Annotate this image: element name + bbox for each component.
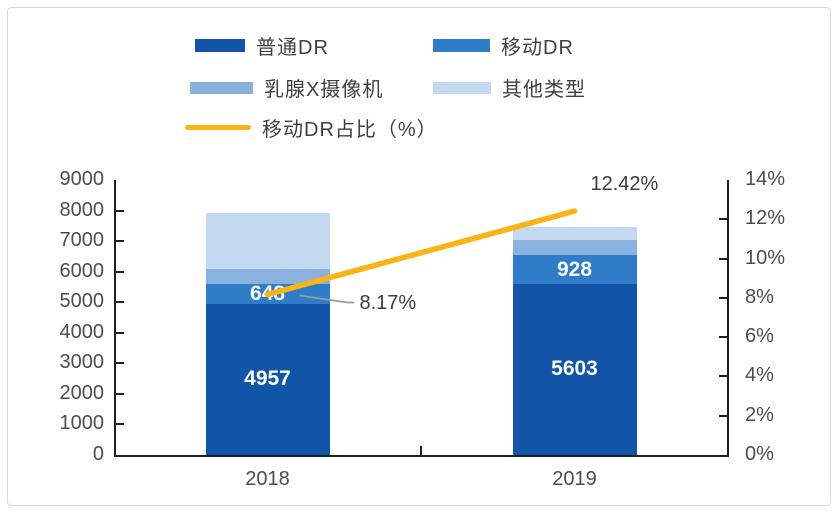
bar-segment-2018-s3 [205,212,330,269]
bar-segment-2019-s2 [512,239,637,256]
legend-label-qita: 其他类型 [502,79,586,101]
bar-value-label: 5603 [551,357,598,381]
y-axis-left-tick [116,209,124,212]
legend-label-trend-line: 移动DR占比（%） [262,119,438,141]
y-axis-right-tick [719,218,727,221]
y-axis-left-tick-label: 9000 [59,168,105,190]
y-axis-left-tick [116,423,124,426]
y-axis-left-tick-label: 7000 [59,229,105,252]
y-axis-right-tick [719,257,727,260]
bar-segment-2018-s1: 648 [205,281,330,305]
legend-swatch-yidong-dr [433,39,490,52]
y-axis-left-tick-label: 3000 [59,351,105,374]
bar-value-label: 648 [249,281,286,305]
y-axis-right-tick-label: 2% [745,403,774,426]
legend-item-ruxian: 乳腺X摄像机 [190,73,383,102]
legend-swatch-ruxian [190,81,253,94]
x-axis-tick [420,446,422,456]
bar-segment-2019-s0: 5603 [512,283,637,455]
y-axis-left-tick-label: 1000 [59,412,105,435]
y-axis-left-tick-label: 8000 [59,198,105,221]
y-axis-right-tick [719,336,727,339]
bar-segment-2018-s2 [205,268,330,284]
bar-segment-2019-s1: 928 [512,255,637,284]
y-axis-left-tick-label: 5000 [59,290,105,313]
y-axis-left-tick-label: 4000 [59,320,105,343]
legend-item-trend-line: 移动DR占比（%） [185,113,438,142]
y-axis-left-tick [116,331,124,334]
y-axis-left-tick [116,301,124,304]
annotation-8-17: 8.17% [359,291,417,314]
bar-value-label: 4957 [244,367,291,391]
legend-swatch-qita [433,81,491,94]
y-axis-left-tick-label: 6000 [59,259,105,282]
y-axis-left-tick [116,240,124,243]
y-axis-left [114,180,116,457]
y-axis-left-tick [116,392,124,395]
y-axis-right-tick-label: 4% [745,364,774,387]
y-axis-right-tick-label: 6% [745,325,774,348]
y-axis-right-tick [719,375,727,378]
legend-item-putong-dr: 普通DR [195,31,329,60]
legend-item-yidong-dr: 移动DR [433,31,574,60]
annotation-12-42: 12.42% [590,173,659,196]
bar-segment-2019-s3 [512,226,637,240]
bar-segment-2018-s0: 4957 [205,303,330,455]
x-axis-label-2019: 2019 [552,468,597,490]
y-axis-left-tick-label: 0 [92,443,104,465]
legend-swatch-trend-line [185,125,251,130]
bar-value-label: 928 [556,257,593,281]
x-axis [114,455,729,457]
legend-label-yidong-dr: 移动DR [501,37,574,59]
y-axis-right-tick-label: 12% [745,207,786,230]
y-axis-right-tick [719,296,727,299]
y-axis-left-tick [116,362,124,365]
card-border [7,7,831,506]
y-axis-right [727,180,729,457]
y-axis-right-tick-label: 10% [745,246,786,269]
y-axis-right-tick [719,414,727,417]
y-axis-left-tick [116,270,124,273]
legend-label-ruxian: 乳腺X摄像机 [264,79,384,101]
y-axis-right-tick-label: 14% [745,168,786,190]
legend-item-qita: 其他类型 [433,73,586,102]
legend-swatch-putong-dr [195,39,245,52]
y-axis-left-tick-label: 2000 [59,381,105,404]
y-axis-right-tick-label: 8% [745,285,774,308]
x-axis-label-2018: 2018 [245,468,290,490]
legend-label-putong-dr: 普通DR [256,37,329,59]
y-axis-right-tick-label: 0% [745,443,774,465]
